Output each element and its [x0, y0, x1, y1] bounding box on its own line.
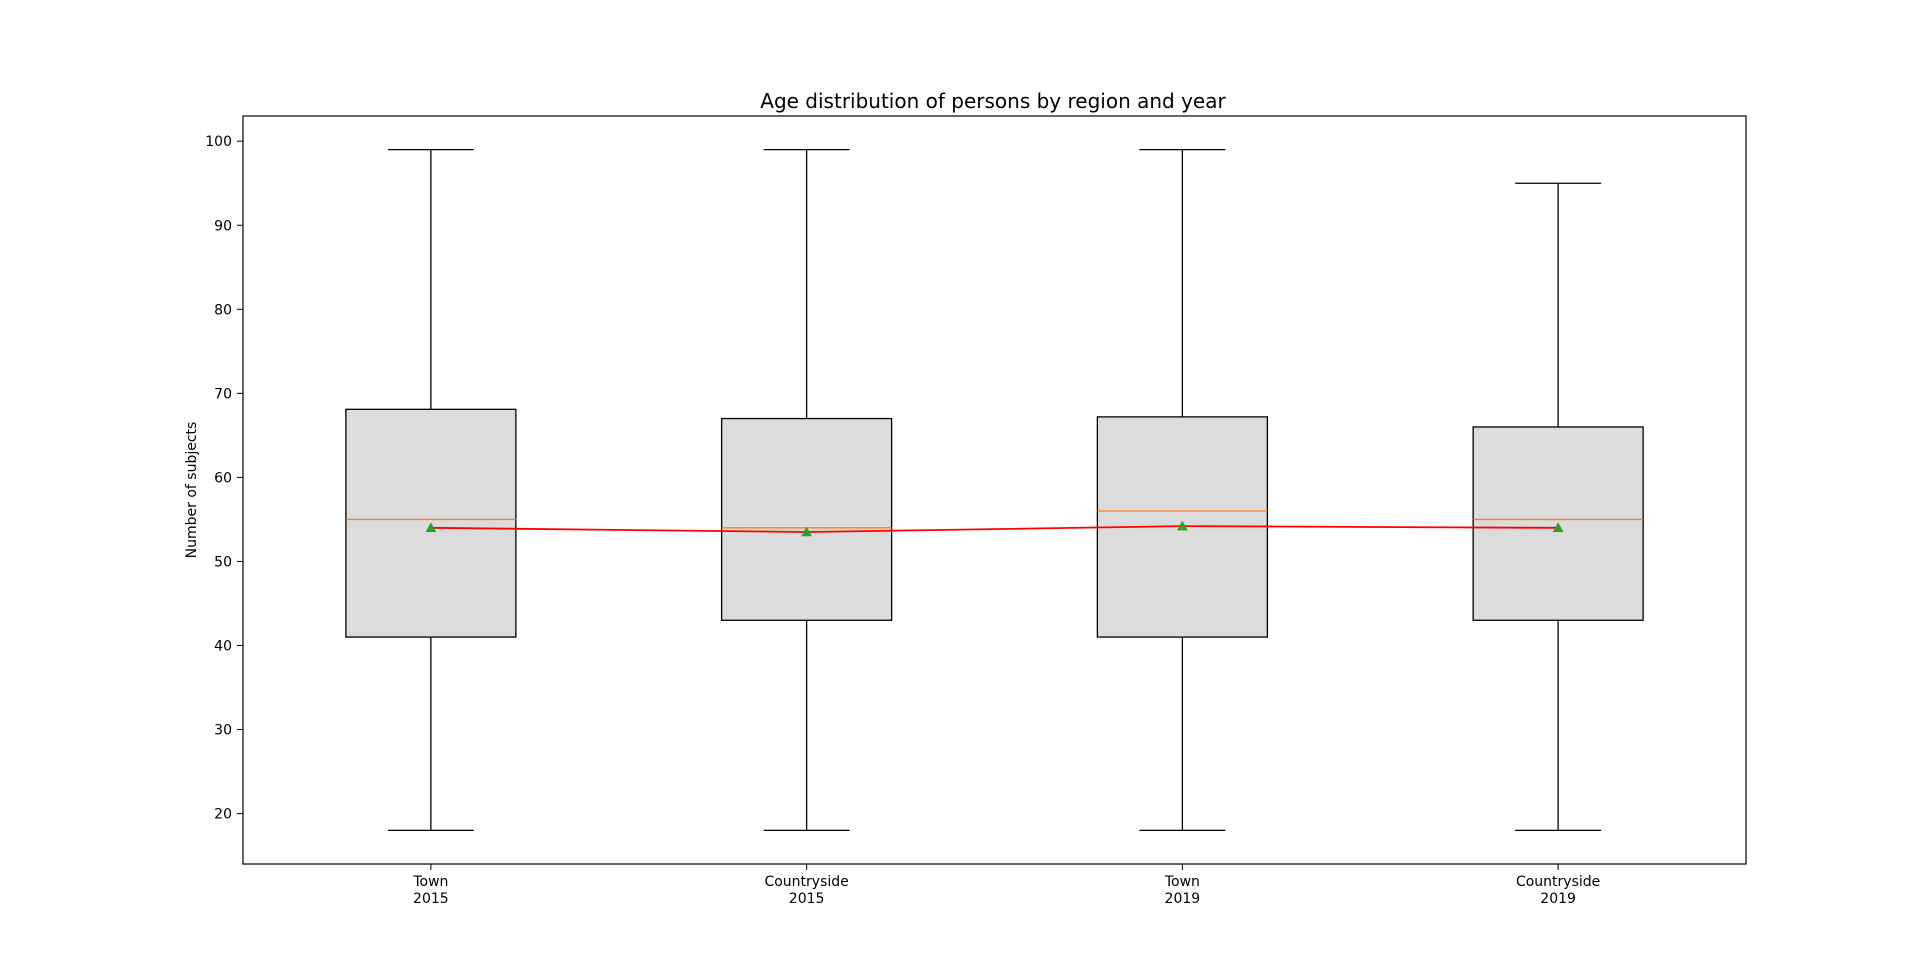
x-tick-label-line2: 2019 [1540, 891, 1576, 907]
x-tick-label-line1: Town [1164, 874, 1200, 890]
x-tick-label-line1: Town [412, 874, 448, 890]
mean-marker [1176, 520, 1188, 531]
y-tick-label: 80 [214, 302, 232, 318]
x-tick-label-line1: Countryside [1516, 874, 1600, 890]
box-group [345, 148, 517, 832]
mean-line [430, 525, 1559, 533]
y-tick-label: 70 [214, 386, 232, 402]
mean-marker [425, 522, 437, 533]
y-tick-label: 40 [214, 638, 232, 654]
box-group [1472, 182, 1644, 832]
box-group [1096, 148, 1269, 832]
x-tick-label-line1: Countryside [764, 874, 848, 890]
iqr-box [720, 417, 893, 621]
y-tick-label: 30 [214, 723, 232, 739]
y-axis-label: Number of subjects [184, 422, 200, 559]
mean-marker [801, 526, 813, 537]
y-tick-label: 50 [214, 554, 232, 570]
chart-title: Age distribution of persons by region an… [760, 89, 1226, 113]
plot-area: 2030405060708090100Town2015Countryside20… [205, 134, 1644, 907]
plot-frame [242, 115, 1747, 865]
y-tick-label: 60 [214, 470, 232, 486]
mean-marker [1552, 522, 1564, 533]
y-tick-label: 20 [214, 807, 232, 823]
y-tick-label: 100 [205, 134, 232, 150]
x-tick-label-line2: 2019 [1165, 891, 1201, 907]
x-tick-label-line2: 2015 [413, 891, 449, 907]
x-tick-label-line2: 2015 [789, 891, 825, 907]
box-group [720, 148, 893, 832]
y-tick-label: 90 [214, 218, 232, 234]
